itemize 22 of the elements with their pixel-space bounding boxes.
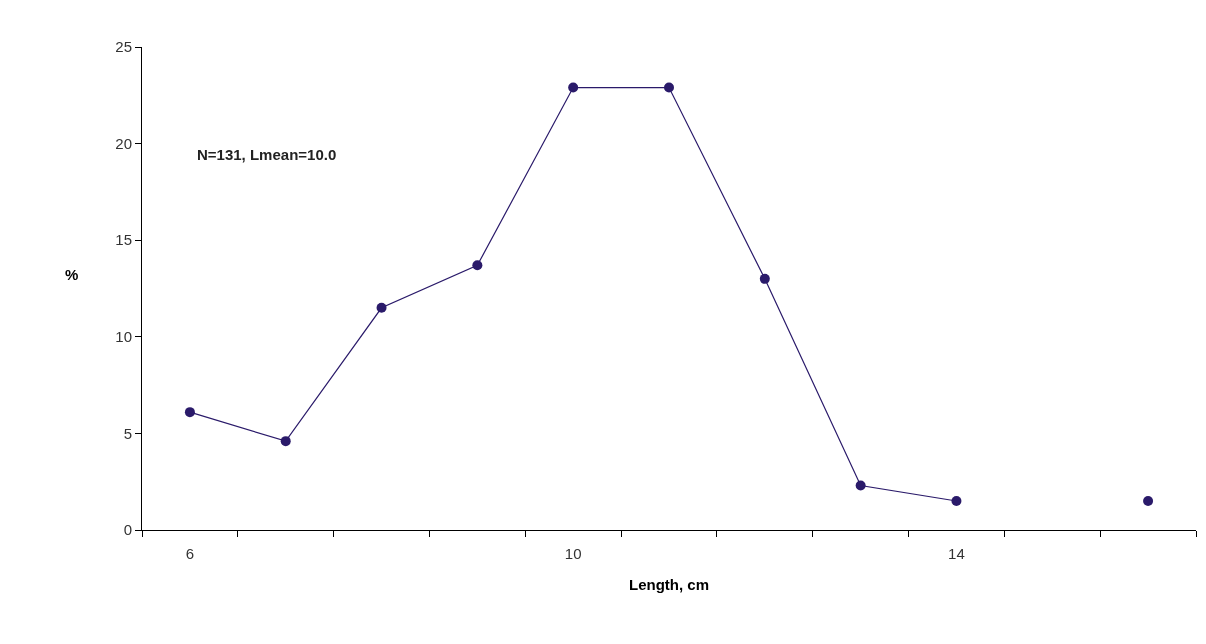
point xyxy=(759,273,770,284)
point xyxy=(568,82,579,93)
point xyxy=(472,260,483,271)
point xyxy=(951,496,962,507)
point xyxy=(664,82,674,93)
x-tick-label: 10 xyxy=(564,545,582,562)
y-axis-title: % xyxy=(65,266,79,283)
point xyxy=(1143,496,1154,507)
y-tick-label: 0 xyxy=(123,521,132,539)
y-tick-label: 15 xyxy=(115,231,132,249)
y-tick-label: 5 xyxy=(123,424,132,442)
point xyxy=(184,407,195,418)
x-axis-title: Length, cm xyxy=(628,576,710,593)
annotation: N=131, Lmean=10.0 xyxy=(197,146,337,163)
y-tick-label: 20 xyxy=(115,134,132,152)
y-tick-label: 25 xyxy=(115,38,132,56)
x-tick-label: 14 xyxy=(948,545,965,562)
x-tick-label: 6 xyxy=(185,545,195,562)
point xyxy=(855,480,866,491)
y-tick-label: 10 xyxy=(115,328,132,346)
point xyxy=(376,302,387,313)
point xyxy=(280,436,291,447)
